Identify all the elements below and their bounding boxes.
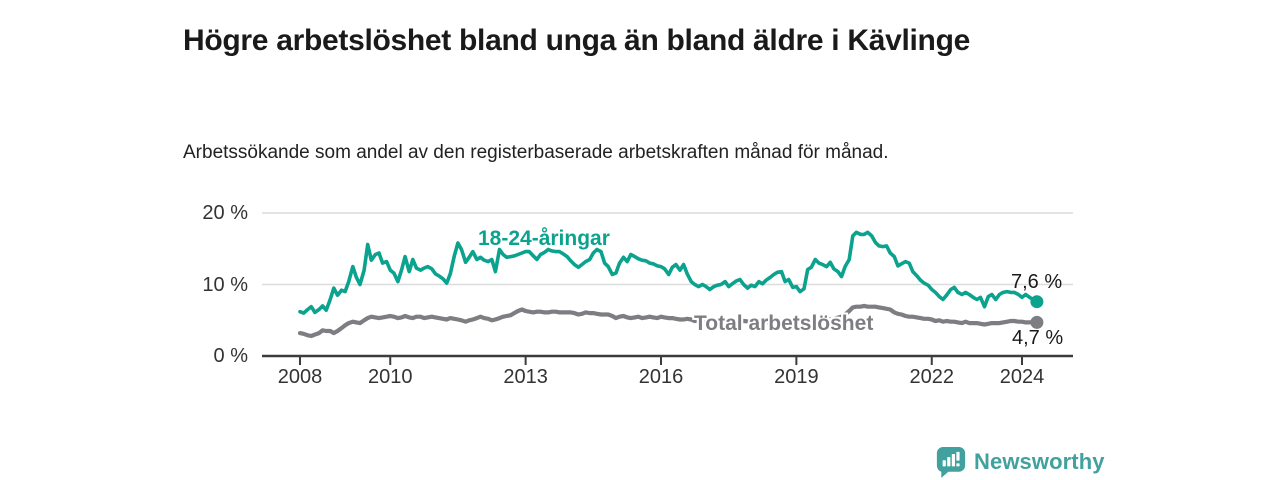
end-value-label-total: 4,7 % [1012, 327, 1064, 349]
series-label-young: 18-24-åringar [478, 227, 610, 250]
y-axis-tick-label: 0 % [213, 345, 248, 367]
end-value-label-young: 7,6 % [1011, 271, 1063, 293]
x-axis-tick-label: 2013 [503, 366, 548, 388]
newsworthy-logo[interactable]: Newsworthy [936, 446, 1105, 478]
x-axis-tick-label: 2010 [368, 366, 413, 388]
series-end-dot-total [1030, 315, 1044, 329]
x-axis-tick-label: 2024 [999, 366, 1045, 388]
newsworthy-logo-text: Newsworthy [974, 449, 1105, 474]
x-axis-tick-label: 2008 [277, 366, 323, 388]
series-line-total [297, 303, 1040, 339]
series-end-dot-young [1030, 295, 1044, 309]
page-subtitle: Arbetssökande som andel av den registerb… [183, 142, 889, 163]
x-axis-tick-label: 2016 [638, 366, 684, 388]
y-axis-tick-label: 10 % [202, 273, 248, 296]
series-line-young [298, 230, 1039, 315]
x-axis-tick-label: 2019 [774, 366, 819, 388]
bar-chart-speech-bubble-icon [936, 446, 966, 478]
x-axis-tick-label: 2022 [909, 366, 955, 388]
y-axis-tick-label: 20 % [202, 202, 248, 224]
page-title: Högre arbetslöshet bland unga än bland ä… [183, 24, 970, 58]
series-label-total: Total arbetslöshet [694, 312, 874, 335]
